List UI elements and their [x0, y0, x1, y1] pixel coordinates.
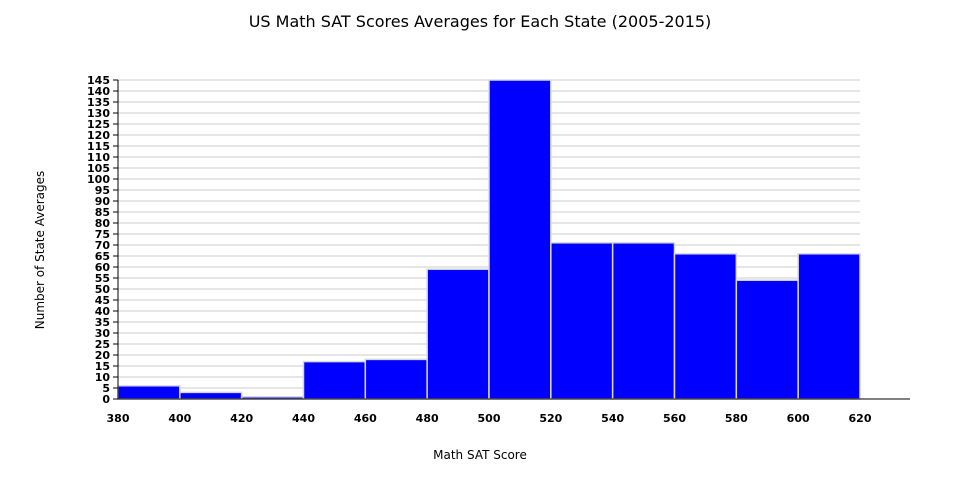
- y-tick-label: 40: [95, 305, 111, 318]
- histogram-bar: [364, 358, 428, 400]
- y-tick-label: 55: [95, 272, 110, 285]
- x-tick-label: 480: [416, 412, 439, 425]
- y-tick-label: 120: [87, 129, 110, 142]
- histogram-bar: [550, 242, 614, 400]
- y-tick-label: 75: [95, 228, 110, 241]
- histogram-bar: [426, 268, 490, 400]
- histogram-bar: [302, 360, 367, 400]
- x-tick-labels: 380 400 420 440 460 480 500 520 540 560 580 600 620: [107, 412, 872, 425]
- y-tick-labels: 0510152025303540455055606570758085909510…: [87, 74, 110, 406]
- histogram-bar: [488, 79, 552, 400]
- y-axis-label: Number of State Averages: [33, 170, 47, 330]
- bars: [117, 79, 861, 400]
- y-tick-label: 5: [102, 382, 110, 395]
- y-tick-label: 115: [87, 140, 110, 153]
- y-tick-label: 95: [95, 184, 110, 197]
- histogram-bar: [735, 279, 799, 400]
- y-tick-label: 0: [102, 393, 110, 406]
- x-tick-label: 520: [539, 412, 562, 425]
- x-tick-label: 580: [725, 412, 748, 425]
- histogram-bar: [117, 385, 181, 400]
- y-tick-label: 125: [87, 118, 110, 131]
- y-tick-label: 70: [95, 239, 111, 252]
- x-tick-label: 440: [292, 412, 315, 425]
- y-tick-label: 35: [95, 316, 110, 329]
- y-tick-label: 20: [95, 349, 111, 362]
- x-tick-label: 460: [354, 412, 377, 425]
- y-tick-label: 110: [87, 151, 110, 164]
- y-tick-label: 45: [95, 294, 110, 307]
- y-tick-label: 140: [87, 85, 110, 98]
- histogram-bar: [179, 391, 243, 400]
- y-tick-label: 105: [87, 162, 110, 175]
- y-tick-label: 10: [95, 371, 111, 384]
- x-tick-label: 620: [849, 412, 872, 425]
- y-tick-label: 80: [95, 217, 111, 230]
- x-tick-label: 600: [787, 412, 810, 425]
- y-tick-label: 60: [95, 261, 111, 274]
- y-tick-label: 135: [87, 96, 110, 109]
- axes: [113, 79, 910, 400]
- histogram-bar: [673, 253, 738, 400]
- y-tick-label: 130: [87, 107, 110, 120]
- y-tick-label: 50: [95, 283, 111, 296]
- x-tick-label: 500: [478, 412, 501, 425]
- histogram-bar: [797, 253, 861, 400]
- chart-title: US Math SAT Scores Averages for Each Sta…: [248, 12, 712, 31]
- histogram-bar: [611, 242, 676, 400]
- x-tick-label: 420: [230, 412, 253, 425]
- x-tick-label: 560: [663, 412, 686, 425]
- y-tick-label: 85: [95, 206, 110, 219]
- y-tick-label: 90: [95, 195, 111, 208]
- x-axis-label: Math SAT Score: [433, 448, 527, 462]
- y-tick-label: 100: [87, 173, 110, 186]
- y-tick-label: 145: [87, 74, 110, 87]
- x-tick-label: 540: [601, 412, 624, 425]
- y-tick-label: 30: [95, 327, 111, 340]
- x-tick-label: 400: [168, 412, 191, 425]
- y-tick-label: 25: [95, 338, 110, 351]
- x-tick-label: 380: [107, 412, 130, 425]
- y-tick-label: 15: [95, 360, 110, 373]
- y-tick-label: 65: [95, 250, 110, 263]
